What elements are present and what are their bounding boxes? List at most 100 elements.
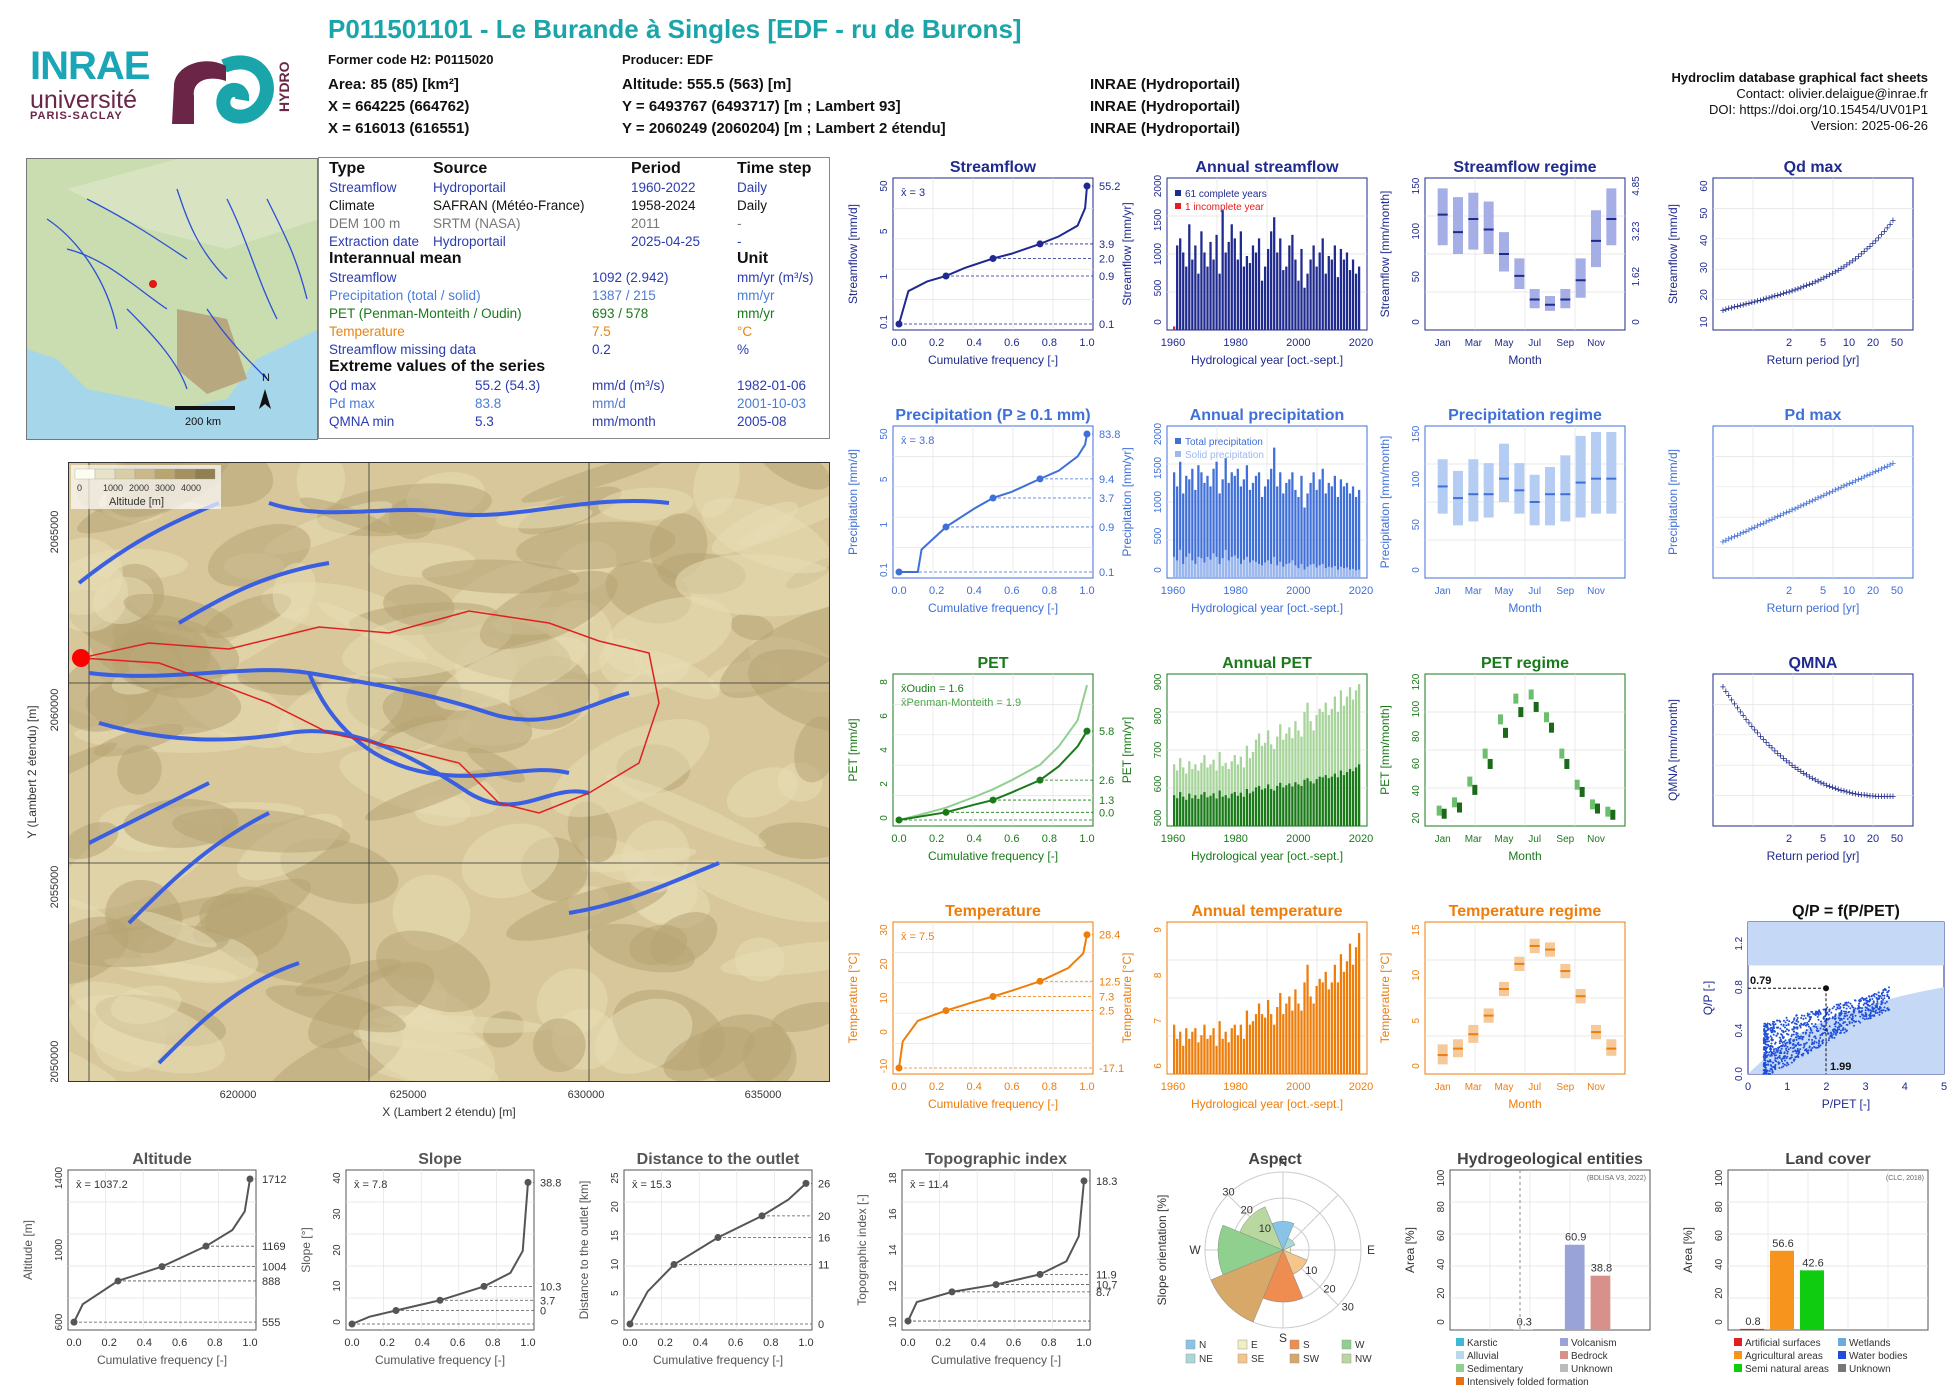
scatter-point	[1839, 1012, 1842, 1015]
y-axis-label: Area [%]	[1403, 1227, 1417, 1273]
bar	[1279, 238, 1282, 330]
scatter-point	[1805, 1029, 1808, 1032]
box	[1437, 188, 1448, 246]
scatter-point	[1764, 1053, 1767, 1056]
x-tick-label: Mar	[1465, 1082, 1483, 1093]
mean-unit: mm/yr	[737, 288, 775, 303]
x-tick-label: Sep	[1556, 586, 1574, 597]
legend-swatch	[1560, 1364, 1568, 1372]
scatter-point	[1768, 1051, 1771, 1054]
y-tick-label: 2	[879, 781, 890, 787]
x-tick-label: 20	[1867, 585, 1879, 597]
bar	[1251, 1021, 1255, 1074]
scatter-point	[1867, 1017, 1870, 1020]
bar	[1221, 210, 1224, 330]
y-axis-label: PET [mm/month]	[1378, 705, 1392, 795]
right-tick-label: 20	[818, 1211, 830, 1223]
university-logo: université	[30, 86, 137, 114]
mean-label: PET (Penman-Monteith / Oudin)	[329, 306, 522, 321]
scatter-point	[1863, 1015, 1866, 1018]
y-axis-label: Temperature [°C]	[846, 953, 860, 1044]
scatter-point	[1829, 1031, 1832, 1034]
scatter-point	[1777, 1049, 1780, 1052]
scatter-point	[1880, 997, 1883, 1000]
legend-swatch	[1175, 203, 1181, 209]
scatter-point	[1794, 1050, 1797, 1053]
data-point: +	[1786, 286, 1792, 298]
right-tick-label: -17.1	[1099, 1063, 1124, 1075]
scatter-point	[1866, 1000, 1869, 1003]
scatter-point	[1872, 993, 1875, 996]
scatter-point	[1845, 1010, 1848, 1013]
scatter-point	[1875, 993, 1878, 996]
scatter-point	[1822, 1039, 1825, 1042]
scatter-point	[1828, 1008, 1831, 1011]
x-tick-label: 0.6	[172, 1337, 187, 1349]
x-tick-label: Jul	[1528, 586, 1541, 597]
x-tick-label: 1.0	[1079, 337, 1094, 349]
mean-label: x̄ = 1037.2	[76, 1179, 128, 1191]
data-point: +	[1872, 235, 1878, 247]
right-tick-label: 9.4	[1099, 474, 1114, 486]
box-pm	[1544, 712, 1549, 723]
bar	[1263, 486, 1267, 578]
legend-tick: 1000	[103, 483, 123, 493]
bar	[1312, 245, 1315, 330]
data-point: +	[1861, 790, 1867, 802]
scatter-point	[1801, 1036, 1804, 1039]
bar	[1357, 266, 1361, 330]
y-tick-label: 0	[1411, 319, 1422, 325]
data-point: +	[1832, 783, 1838, 795]
bar	[1291, 234, 1294, 330]
scatter-point	[1823, 1025, 1826, 1028]
scatter-point	[1796, 1026, 1799, 1029]
river	[177, 561, 330, 625]
x-tick-label: 2000	[1286, 585, 1310, 597]
y-tick-label: 100	[1714, 1169, 1725, 1186]
scatter-point	[1865, 1017, 1868, 1020]
scatter-point	[1769, 1047, 1772, 1050]
bar	[1315, 779, 1318, 826]
bar-solid	[1294, 565, 1297, 578]
extreme-unit: mm/month	[592, 414, 656, 429]
box	[1575, 435, 1586, 518]
bar	[1191, 468, 1194, 578]
scatter-point	[1820, 1020, 1823, 1023]
bar	[1306, 964, 1309, 1074]
y-tick-label: 50	[1699, 207, 1710, 219]
bar-solid	[1345, 567, 1349, 578]
mean-label: x̄ = 7.5	[901, 931, 934, 943]
bar	[1257, 1003, 1261, 1074]
scatter-point	[1883, 988, 1886, 991]
data-point: +	[1795, 764, 1801, 776]
scatter-point	[1836, 1026, 1839, 1029]
scatter-point	[1875, 1004, 1878, 1007]
scatter-point	[1779, 1049, 1782, 1052]
right-tick-label: 2.0	[1099, 254, 1114, 266]
bar	[1564, 1244, 1585, 1330]
scatter-point	[1773, 1020, 1776, 1023]
x-tick-label: Mar	[1465, 338, 1483, 349]
bar	[1321, 238, 1324, 330]
y-axis-label: Q/P [-]	[1701, 981, 1715, 1015]
scatter-point	[1772, 1026, 1775, 1029]
row-source: SAFRAN (Météo-France)	[433, 198, 585, 213]
bar	[1279, 782, 1282, 826]
plot-frame	[1712, 673, 1914, 827]
scatter-point	[1837, 1021, 1840, 1024]
x-axis-label: P/PET [-]	[1822, 1097, 1870, 1111]
x-tick-label: 0.2	[929, 1081, 944, 1093]
right-tick-label: 38.8	[540, 1177, 561, 1189]
y-tick-label: 10	[610, 1258, 621, 1270]
col-source: Source	[433, 160, 488, 177]
scatter-point	[1796, 1016, 1799, 1019]
scatter-point	[1771, 1039, 1774, 1042]
scatter-point	[1811, 1041, 1814, 1044]
data-point: +	[1772, 513, 1778, 525]
y-tick-label: 60	[1436, 1230, 1447, 1242]
plot-frame	[1712, 425, 1914, 579]
data-point: +	[1818, 491, 1824, 503]
y-tick-label: 0	[879, 815, 890, 821]
box-pm	[1605, 806, 1611, 817]
